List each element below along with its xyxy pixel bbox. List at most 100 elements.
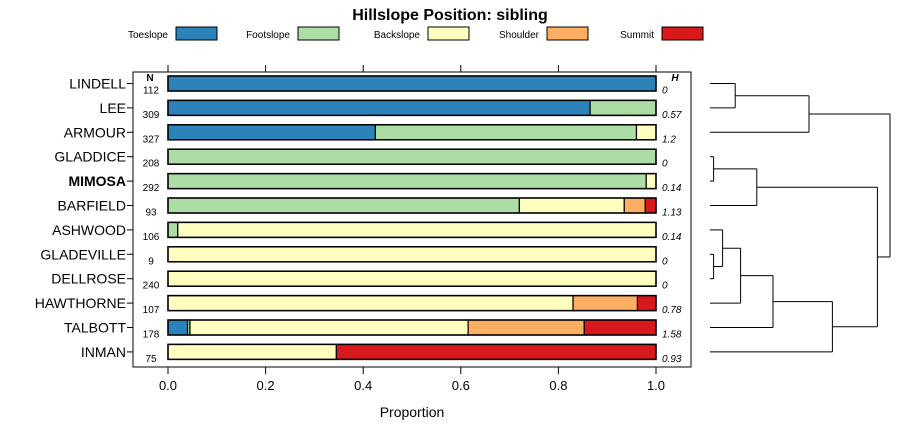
n-value: 327 bbox=[143, 134, 160, 145]
h-column-header: H bbox=[671, 73, 679, 84]
row-barfield: BARFIELD 93 1.13 bbox=[58, 197, 682, 219]
n-column-header: N bbox=[146, 73, 153, 84]
bar-segment-backslope bbox=[635, 124, 657, 141]
h-value: 0 bbox=[662, 256, 668, 267]
bar-outline bbox=[167, 172, 657, 190]
h-value: 1.13 bbox=[662, 208, 682, 219]
row-gladdice: GLADDICE 208 0 bbox=[54, 148, 668, 170]
bar-segment-footslope bbox=[589, 99, 657, 117]
n-value: 107 bbox=[143, 305, 160, 316]
bar-segment-toeslope bbox=[167, 99, 591, 117]
bar-segment-toeslope bbox=[167, 124, 376, 141]
h-value: 0.57 bbox=[662, 110, 682, 121]
bar-segment-backslope bbox=[167, 270, 657, 287]
h-value: 1.58 bbox=[662, 330, 682, 341]
n-value: 112 bbox=[143, 86, 159, 97]
bar-segment-summit bbox=[644, 197, 657, 214]
legend: Toeslope Footslope Backslope Shoulder Summit bbox=[128, 26, 704, 41]
bar-outline bbox=[167, 246, 657, 263]
row-armour: ARMOUR 327 1.2 bbox=[64, 124, 676, 145]
row-label: HAWTHORNE bbox=[35, 295, 126, 311]
bar-segment-backslope bbox=[189, 319, 469, 336]
n-value: 75 bbox=[145, 354, 157, 365]
x-axis: 0.0 0.2 0.4 0.6 0.8 1.0 bbox=[159, 367, 665, 393]
legend-swatch-backslope bbox=[427, 26, 470, 41]
n-value: 208 bbox=[143, 159, 160, 170]
h-value: 0 bbox=[662, 159, 668, 170]
bar-segment-shoulder bbox=[623, 197, 646, 214]
bar-outline bbox=[167, 124, 657, 141]
x-tick-label: 0.2 bbox=[257, 378, 275, 393]
row-lindell: LINDELL 112 0 bbox=[69, 75, 668, 97]
bar-outline bbox=[167, 148, 657, 165]
row-label: INMAN bbox=[81, 344, 126, 360]
row-talbott: TALBOTT 178 1.58 bbox=[64, 319, 682, 341]
h-value: 0 bbox=[662, 281, 668, 292]
row-label: ARMOUR bbox=[64, 124, 126, 140]
h-value: 1.2 bbox=[662, 134, 676, 145]
legend-label-backslope: Backslope bbox=[374, 30, 421, 41]
legend-label-shoulder: Shoulder bbox=[499, 30, 540, 41]
row-mimosa: MIMOSA 292 0.14 bbox=[68, 172, 682, 194]
n-value: 9 bbox=[148, 256, 154, 267]
bar-outline bbox=[167, 270, 657, 287]
bar-segment-toeslope bbox=[167, 75, 657, 92]
chart-rows: LINDELL 112 0 LEE 309 0.57 ARMOUR 327 1.2 GLADDIC… bbox=[35, 75, 682, 365]
n-value: 106 bbox=[143, 232, 160, 243]
h-value: 0.14 bbox=[662, 232, 682, 243]
row-lee: LEE 309 0.57 bbox=[100, 99, 682, 121]
plot-frame bbox=[132, 71, 692, 368]
row-ashwood: ASHWOOD 106 0.14 bbox=[52, 221, 682, 243]
n-value: 178 bbox=[143, 330, 160, 341]
bar-outline bbox=[167, 294, 657, 312]
x-tick-label: 0.4 bbox=[354, 378, 372, 393]
row-dellrose: DELLROSE 240 0 bbox=[51, 270, 668, 292]
row-inman: INMAN 75 0.93 bbox=[81, 343, 682, 365]
row-label: LINDELL bbox=[69, 76, 126, 92]
x-tick-label: 1.0 bbox=[647, 378, 665, 393]
legend-label-summit: Summit bbox=[620, 30, 654, 41]
h-value: 0.14 bbox=[662, 183, 682, 194]
bar-segment-shoulder bbox=[467, 319, 585, 336]
legend-swatch-toeslope bbox=[175, 26, 218, 41]
h-value: 0.93 bbox=[662, 354, 682, 365]
bar-segment-backslope bbox=[177, 221, 657, 238]
bar-segment-footslope bbox=[167, 173, 647, 190]
x-tick-label: 0.0 bbox=[159, 378, 177, 393]
bar-segment-backslope bbox=[167, 295, 574, 312]
dendrogram bbox=[710, 83, 891, 353]
row-label: GLADEVILLE bbox=[40, 246, 126, 262]
bar-outline bbox=[167, 319, 657, 336]
bar-segment-backslope bbox=[518, 197, 625, 214]
bar-outline bbox=[167, 75, 657, 92]
bar-segment-backslope bbox=[645, 173, 657, 190]
bar-segment-backslope bbox=[167, 246, 657, 263]
bar-outline bbox=[167, 343, 657, 361]
bar-segment-toeslope bbox=[167, 319, 189, 336]
bar-segment-backslope bbox=[167, 343, 337, 360]
bar-segment-shoulder bbox=[572, 295, 639, 312]
n-value: 309 bbox=[143, 110, 160, 121]
n-value: 93 bbox=[145, 208, 157, 219]
bar-segment-summit bbox=[583, 319, 657, 336]
row-label: BARFIELD bbox=[58, 198, 126, 214]
row-label: GLADDICE bbox=[54, 149, 126, 165]
bar-segment-footslope bbox=[167, 197, 520, 214]
bar-outline bbox=[167, 221, 657, 239]
x-tick-label: 0.6 bbox=[452, 378, 470, 393]
n-value: 240 bbox=[143, 281, 160, 292]
row-hawthorne: HAWTHORNE 107 0.78 bbox=[35, 294, 682, 316]
x-tick-label: 0.8 bbox=[549, 378, 567, 393]
bar-segment-footslope bbox=[374, 124, 638, 141]
row-label: TALBOTT bbox=[64, 320, 126, 336]
row-label: MIMOSA bbox=[68, 173, 126, 189]
plot-ticks bbox=[167, 65, 657, 72]
legend-swatch-shoulder bbox=[546, 26, 589, 41]
bar-segment-summit bbox=[636, 295, 657, 312]
bar-outline bbox=[167, 197, 657, 214]
row-label: ASHWOOD bbox=[52, 222, 126, 238]
n-value: 292 bbox=[143, 183, 160, 194]
chart-title: Hillslope Position: sibling bbox=[352, 7, 548, 24]
bar-segment-footslope bbox=[167, 148, 657, 165]
row-gladeville: GLADEVILLE 9 0 bbox=[40, 246, 668, 267]
